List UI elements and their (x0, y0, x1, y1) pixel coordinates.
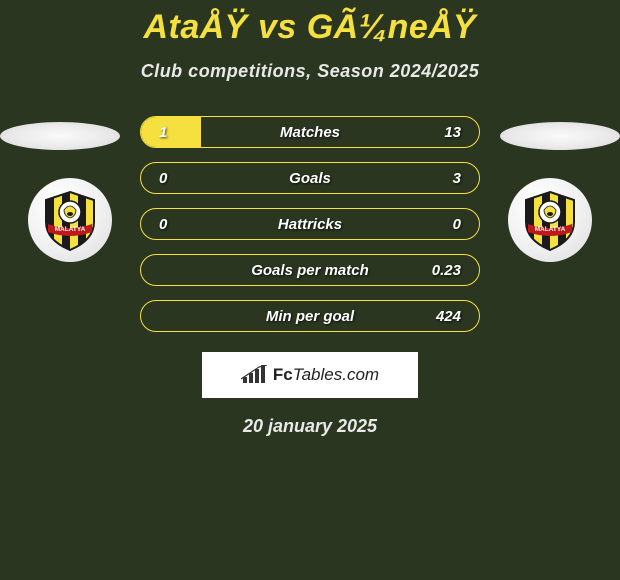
bar-chart-icon (241, 365, 269, 385)
brand-suffix: Tables.com (293, 365, 379, 384)
stat-value-left: 0 (159, 216, 167, 233)
stat-value-left: 0 (159, 170, 167, 187)
svg-text:MALATYA: MALATYA (55, 226, 86, 233)
team-badge-left: MALATYA (28, 178, 112, 262)
stat-value-right: 3 (453, 170, 461, 187)
stat-pill: 0 Goals 3 (140, 162, 480, 194)
stat-value-right: 13 (444, 124, 461, 141)
team-badge-right: MALATYA (508, 178, 592, 262)
stat-pill: 0 Hattricks 0 (140, 208, 480, 240)
brand-text: FcTables.com (273, 365, 379, 385)
stat-label: Hattricks (278, 216, 342, 233)
stat-label: Goals per match (251, 262, 369, 279)
club-crest-icon: MALATYA (38, 188, 102, 252)
stat-value-right: 0 (453, 216, 461, 233)
stat-label: Min per goal (266, 308, 354, 325)
brand-attribution: FcTables.com (202, 352, 418, 398)
brand-prefix: Fc (273, 365, 293, 384)
date-text: 20 january 2025 (0, 416, 620, 437)
stat-value-left: 1 (159, 124, 167, 141)
stat-pill: Goals per match 0.23 (140, 254, 480, 286)
stat-value-right: 0.23 (432, 262, 461, 279)
page-subtitle: Club competitions, Season 2024/2025 (0, 61, 620, 82)
stat-fill-left (141, 117, 201, 147)
stat-label: Matches (280, 124, 340, 141)
stat-pill: 1 Matches 13 (140, 116, 480, 148)
club-crest-icon: MALATYA (518, 188, 582, 252)
svg-text:MALATYA: MALATYA (535, 226, 566, 233)
stat-label: Goals (289, 170, 331, 187)
ellipse-decor-left (0, 122, 120, 150)
page-title: AtaÅŸ vs GÃ¼neÅŸ (0, 0, 620, 47)
stat-value-right: 424 (436, 308, 461, 325)
stat-pill: Min per goal 424 (140, 300, 480, 332)
ellipse-decor-right (500, 122, 620, 150)
